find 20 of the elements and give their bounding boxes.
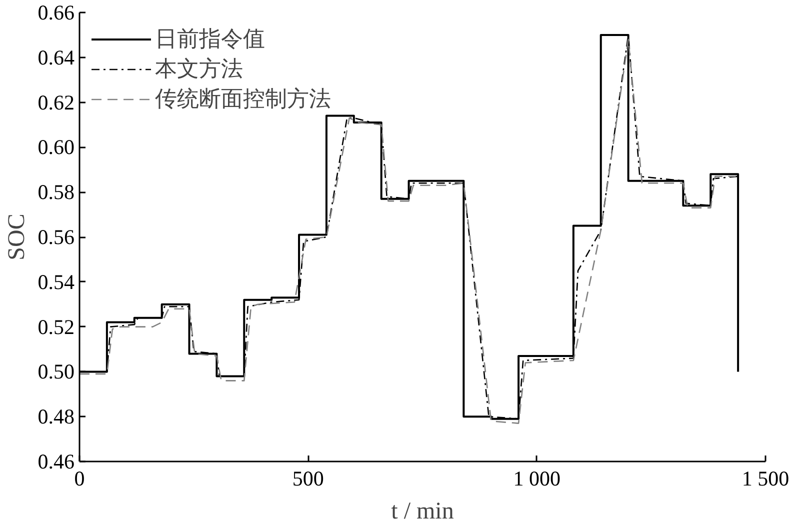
y-axis-title: SOC: [4, 214, 30, 260]
y-tick-label: 0.60: [38, 135, 74, 160]
legend-label: 日前指令值: [155, 25, 265, 53]
y-tick-label: 0.50: [38, 360, 74, 384]
x-axis-title: t / min: [391, 498, 454, 524]
x-tick-label: 1 000: [513, 466, 560, 490]
legend-label: 传统断面控制方法: [155, 85, 331, 113]
y-tick-label: 0.66: [38, 0, 74, 24]
x-tick-label: 500: [292, 466, 324, 490]
x-tick-label: 0: [74, 466, 85, 490]
y-tick-label: 0.46: [38, 450, 74, 474]
y-tick-label: 0.56: [38, 225, 74, 249]
y-tick-label: 0.52: [38, 314, 74, 339]
y-tick-label: 0.62: [38, 90, 74, 114]
y-tick-label: 0.48: [38, 404, 74, 429]
legend-label: 本文方法: [155, 55, 243, 83]
y-tick-label: 0.58: [38, 180, 74, 204]
x-tick-label: 1 500: [742, 466, 790, 490]
y-tick-label: 0.64: [38, 45, 75, 70]
y-tick-label: 0.54: [38, 270, 75, 294]
